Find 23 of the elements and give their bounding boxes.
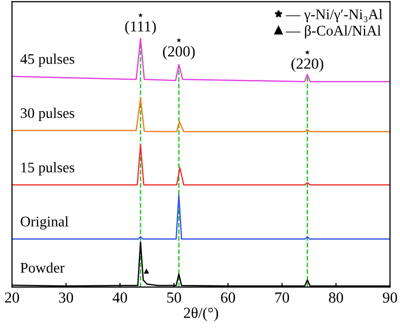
x-tick-label: 90 [382, 292, 398, 303]
x-tick-label: 40 [112, 292, 128, 303]
point [176, 38, 182, 42]
annotation: (220) [292, 58, 324, 72]
legend-label: — γ-Ni/γ′-Ni₃Al [286, 9, 382, 22]
series-label: Original [20, 216, 68, 230]
point [144, 268, 150, 274]
x-tick-label: 50 [167, 292, 182, 303]
series-label: 15 pulses [21, 162, 74, 176]
x-tick-label: 20 [5, 292, 20, 303]
x-tick-label: 70 [275, 292, 290, 303]
series-label: Powder [20, 262, 65, 273]
legend-label: — β-CoAl/NiAl [286, 25, 381, 39]
annotation: (111) [125, 20, 156, 35]
series-label: 30 pulses [20, 108, 74, 121]
annotation: (200) [162, 46, 195, 60]
point [138, 12, 143, 18]
x-tick-label: 80 [328, 292, 344, 303]
series-label: 45 pulses [20, 54, 74, 67]
x-tick-label: 30 [59, 292, 74, 303]
x-axis-title: 2θ/(°) [184, 307, 218, 322]
x-tick-label: 60 [221, 292, 236, 303]
point [304, 50, 310, 55]
